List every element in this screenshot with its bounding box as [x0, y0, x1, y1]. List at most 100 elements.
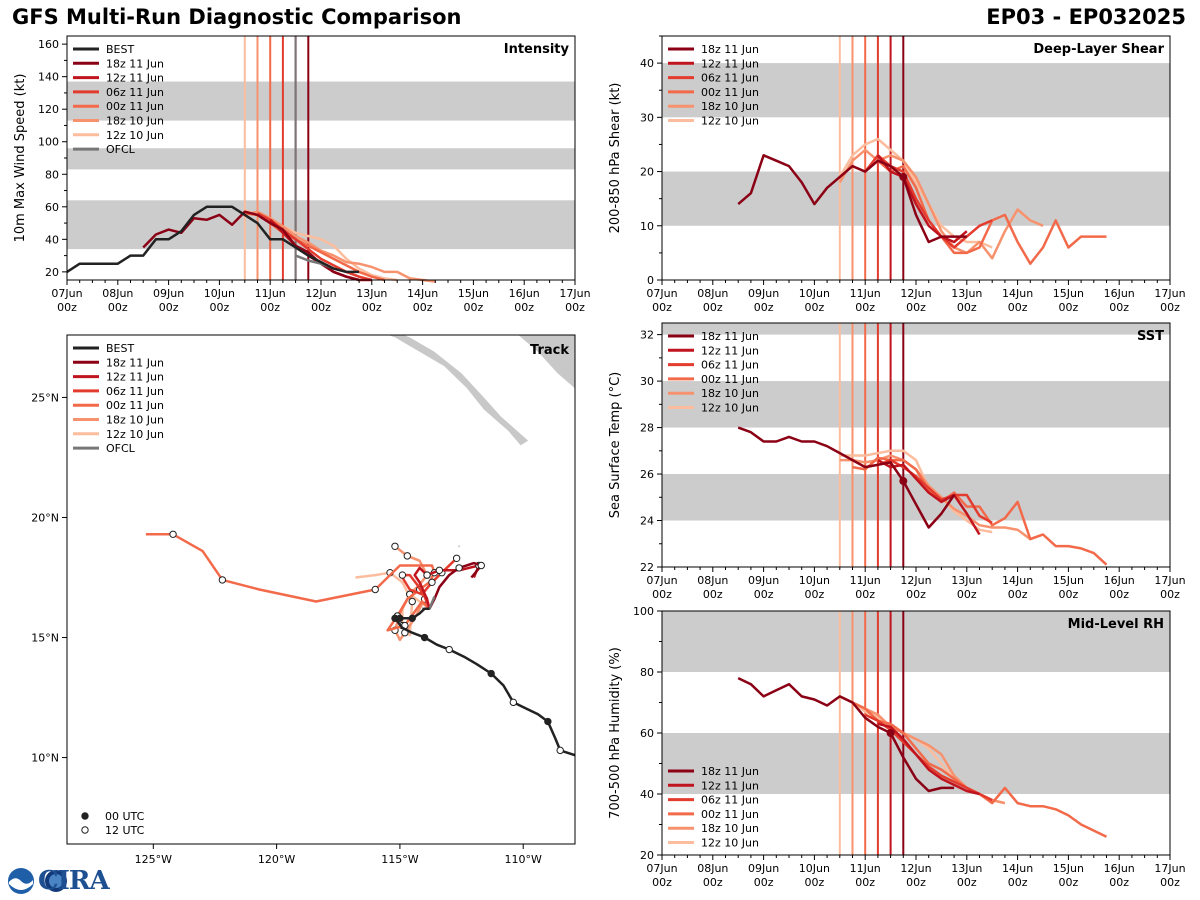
track-point-06z-11-jun-10	[452, 554, 461, 562]
shear-ytick-label-4: 40	[640, 57, 654, 70]
rh-xtick-label2-9: 00z	[1109, 876, 1129, 889]
shear-xtick-label1-6: 13Jun	[951, 287, 982, 300]
rh-ylabel: 700-500 hPa Humidity (%)	[608, 647, 623, 819]
shear-xtick-label2-8: 00z	[1059, 301, 1079, 314]
rh-xtick-label1-5: 12Jun	[900, 862, 931, 875]
shear-series-12z-11-jun	[876, 154, 968, 244]
storm-id: EP03 - EP032025	[986, 5, 1186, 29]
intensity-ytick-label-3: 80	[45, 168, 59, 181]
sst-series-06z-11-jun	[864, 458, 993, 524]
track-point-best-1	[556, 746, 564, 755]
shear-ytick-label-0: 0	[647, 274, 654, 287]
track-marker-legend-filled	[81, 812, 89, 820]
track-marker-legend-label-open: 12 UTC	[105, 824, 145, 837]
intensity-ytick-label-1: 40	[45, 233, 59, 246]
intensity-legend-label-12z-10-jun: 12z 10 Jun	[106, 129, 164, 142]
sst-xtick-label2-2: 00z	[754, 588, 774, 601]
shear-xtick-label1-2: 09Jun	[748, 287, 779, 300]
shear-legend-label-18z-11-jun: 18z 11 Jun	[701, 43, 759, 56]
rh-band-1	[662, 611, 1170, 672]
shear-panel-title: Deep-Layer Shear	[1033, 42, 1164, 57]
sst-xtick-label1-10: 17Jun	[1154, 574, 1185, 587]
shear-xtick-label2-3: 00z	[805, 301, 825, 314]
intensity-band-0	[67, 200, 575, 250]
track-legend-label-12z-11-jun: 12z 11 Jun	[106, 371, 164, 384]
sst-xtick-label2-10: 00z	[1160, 588, 1180, 601]
track-point-12z-11-jun-6	[435, 566, 444, 574]
rh-xtick-label2-8: 00z	[1059, 876, 1079, 889]
intensity-xtick-label2-2: 00z	[159, 301, 179, 314]
rh-xtick-label1-10: 17Jun	[1154, 862, 1185, 875]
track-point-best-6	[509, 698, 518, 707]
land-mainland	[518, 335, 575, 389]
sst-xtick-label2-5: 00z	[906, 588, 926, 601]
rh-xtick-label1-7: 14Jun	[1002, 862, 1033, 875]
shear-xtick-label1-4: 11Jun	[850, 287, 881, 300]
sst-xtick-label1-6: 13Jun	[951, 574, 982, 587]
rh-xtick-label2-1: 00z	[703, 876, 723, 889]
track-xtick-label-2: 115°W	[381, 853, 418, 866]
intensity-panel-title: Intensity	[504, 42, 570, 57]
rh-xtick-label1-9: 16Jun	[1104, 862, 1135, 875]
track-series-12z-10-jun	[355, 571, 431, 637]
sst-xtick-label2-4: 00z	[855, 588, 875, 601]
noaa-logo-icon	[8, 868, 67, 894]
sst-series-12z-10-jun	[839, 449, 993, 534]
track-series-best	[393, 607, 575, 757]
intensity-xtick-label1-8: 15Jun	[458, 287, 489, 300]
shear-xtick-label1-8: 15Jun	[1053, 287, 1084, 300]
sst-ytick-label-5: 32	[640, 329, 654, 342]
shear-xtick-label1-10: 17Jun	[1154, 287, 1185, 300]
rh-xtick-label2-4: 00z	[855, 876, 875, 889]
shear-legend-label-00z-11-jun: 00z 11 Jun	[701, 86, 759, 99]
track-xtick-label-0: 125°W	[135, 853, 172, 866]
track-ocean	[67, 335, 575, 844]
track-map	[67, 335, 575, 844]
track-point-12z-10-jun-6	[408, 597, 416, 606]
shear-xtick-label2-6: 00z	[957, 301, 977, 314]
intensity-ytick-label-7: 160	[38, 38, 59, 51]
sst-ytick-label-3: 28	[640, 422, 654, 435]
sst-xtick-label2-9: 00z	[1109, 588, 1129, 601]
intensity-band-2	[67, 81, 575, 121]
shear-legend-label-06z-11-jun: 06z 11 Jun	[701, 72, 759, 85]
intensity-xtick-label1-9: 16Jun	[509, 287, 540, 300]
sst-ytick-label-0: 22	[640, 561, 654, 574]
track-point-18z-11-jun-4	[455, 564, 463, 572]
sst-series-00z-11-jun	[852, 456, 1108, 566]
sst-band-0	[662, 474, 1170, 521]
rh-xtick-label2-3: 00z	[805, 876, 825, 889]
shear-ytick-label-2: 20	[640, 166, 654, 179]
intensity-legend-label-06z-11-jun: 06z 11 Jun	[106, 86, 164, 99]
panel-sst: 07Jun00z08Jun00z09Jun00z10Jun00z11Jun00z…	[608, 322, 1186, 601]
track-ytick-label-0: 10°N	[31, 752, 59, 765]
intensity-ytick-label-4: 100	[38, 136, 59, 149]
intensity-xtick-label2-1: 00z	[108, 301, 128, 314]
intensity-xtick-label2-7: 00z	[413, 301, 433, 314]
rh-ytick-label-4: 100	[633, 605, 654, 618]
track-point-best-11	[445, 645, 453, 654]
figure-title: GFS Multi-Run Diagnostic Comparison	[12, 5, 462, 29]
shear-xtick-label1-0: 07Jun	[646, 287, 677, 300]
rh-marker	[886, 729, 895, 737]
intensity-xtick-label2-8: 00z	[464, 301, 484, 314]
sst-xtick-label2-8: 00z	[1059, 588, 1079, 601]
track-point-best-13	[420, 633, 429, 642]
intensity-xtick-label1-4: 11Jun	[255, 287, 286, 300]
intensity-ylabel: 10m Max Wind Speed (kt)	[13, 74, 28, 243]
intensity-legend-label-12z-11-jun: 12z 11 Jun	[106, 72, 164, 85]
rh-xtick-label2-0: 00z	[652, 876, 672, 889]
track-ytick-label-1: 15°N	[31, 632, 59, 645]
track-point-12z-11-jun-5	[423, 571, 431, 579]
sst-legend-label-06z-11-jun: 06z 11 Jun	[701, 359, 759, 372]
sst-xtick-label1-0: 07Jun	[646, 574, 677, 587]
sst-xtick-label1-7: 14Jun	[1002, 574, 1033, 587]
rh-series-18z-11-jun	[737, 676, 955, 793]
shear-xtick-label2-1: 00z	[703, 301, 723, 314]
track-marker-legend-label-filled: 00 UTC	[105, 810, 145, 823]
cira-logo-text: CIRA	[38, 866, 110, 896]
track-legend-label-06z-11-jun: 06z 11 Jun	[106, 385, 164, 398]
shear-series-06z-11-jun	[864, 154, 993, 249]
rh-legend-label-18z-10-jun: 18z 10 Jun	[701, 822, 759, 835]
